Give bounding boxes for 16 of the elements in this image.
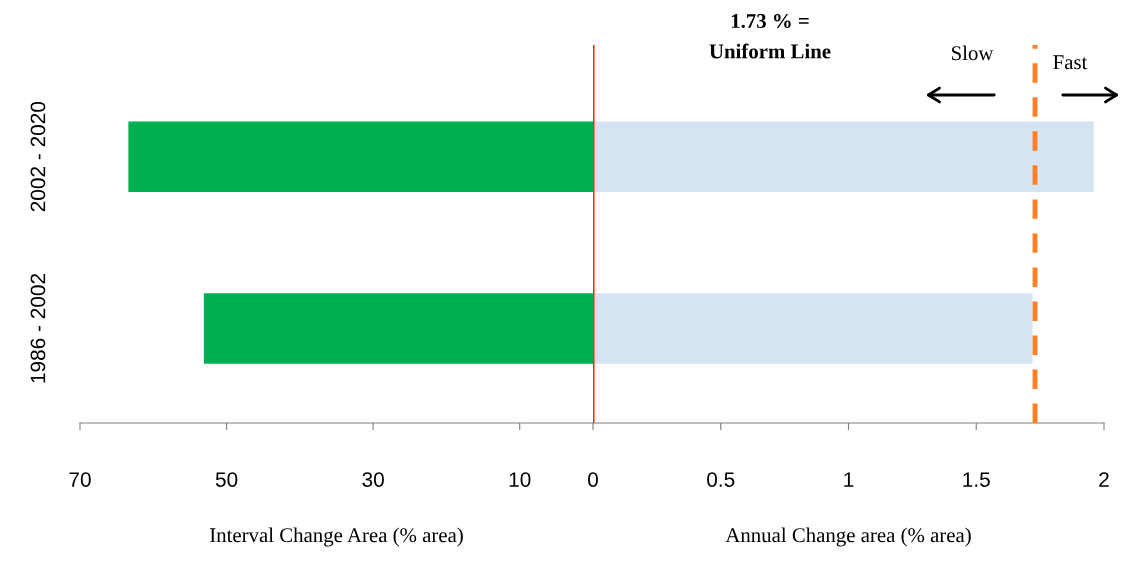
x-tick-label: 2 (1099, 472, 1109, 487)
y-tick-label: 1986 - 2002 (30, 273, 46, 383)
x-tick-label: 1.5 (963, 472, 990, 487)
annotation: Slow (951, 45, 994, 61)
x-tick-label: 0 (588, 472, 598, 487)
annotation: 1.73 % = Uniform Line (709, 13, 831, 59)
annotation: Fast (1053, 55, 1088, 70)
x-axis-title: Annual Change area (% area) (725, 527, 971, 547)
x-tick-label: 50 (215, 472, 238, 487)
x-tick-label: 0.5 (707, 472, 735, 487)
x-tick-label: 30 (362, 472, 384, 487)
x-tick-label: 70 (69, 472, 91, 487)
x-axis-title: Interval Change Area (% area) (210, 527, 463, 547)
x-tick-label: 1 (844, 472, 854, 487)
y-tick-label: 2002 - 2020 (30, 101, 46, 212)
x-tick-label: 10 (509, 472, 531, 487)
